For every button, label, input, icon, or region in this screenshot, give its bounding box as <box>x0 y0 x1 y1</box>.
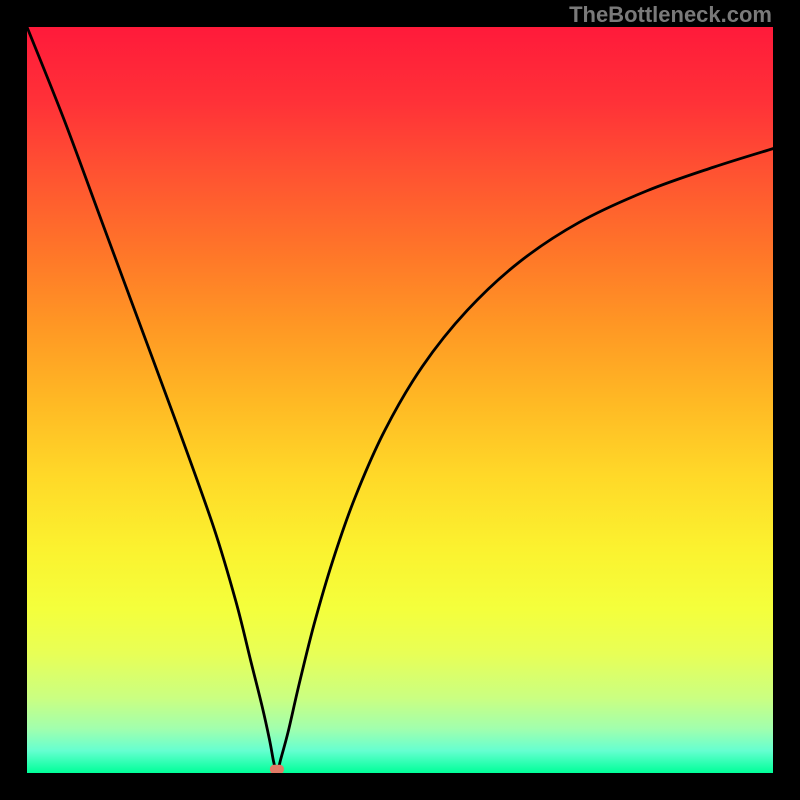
current-point-marker <box>270 765 284 773</box>
chart-svg <box>27 27 773 773</box>
watermark-text: TheBottleneck.com <box>569 2 772 28</box>
chart-canvas <box>27 27 773 773</box>
